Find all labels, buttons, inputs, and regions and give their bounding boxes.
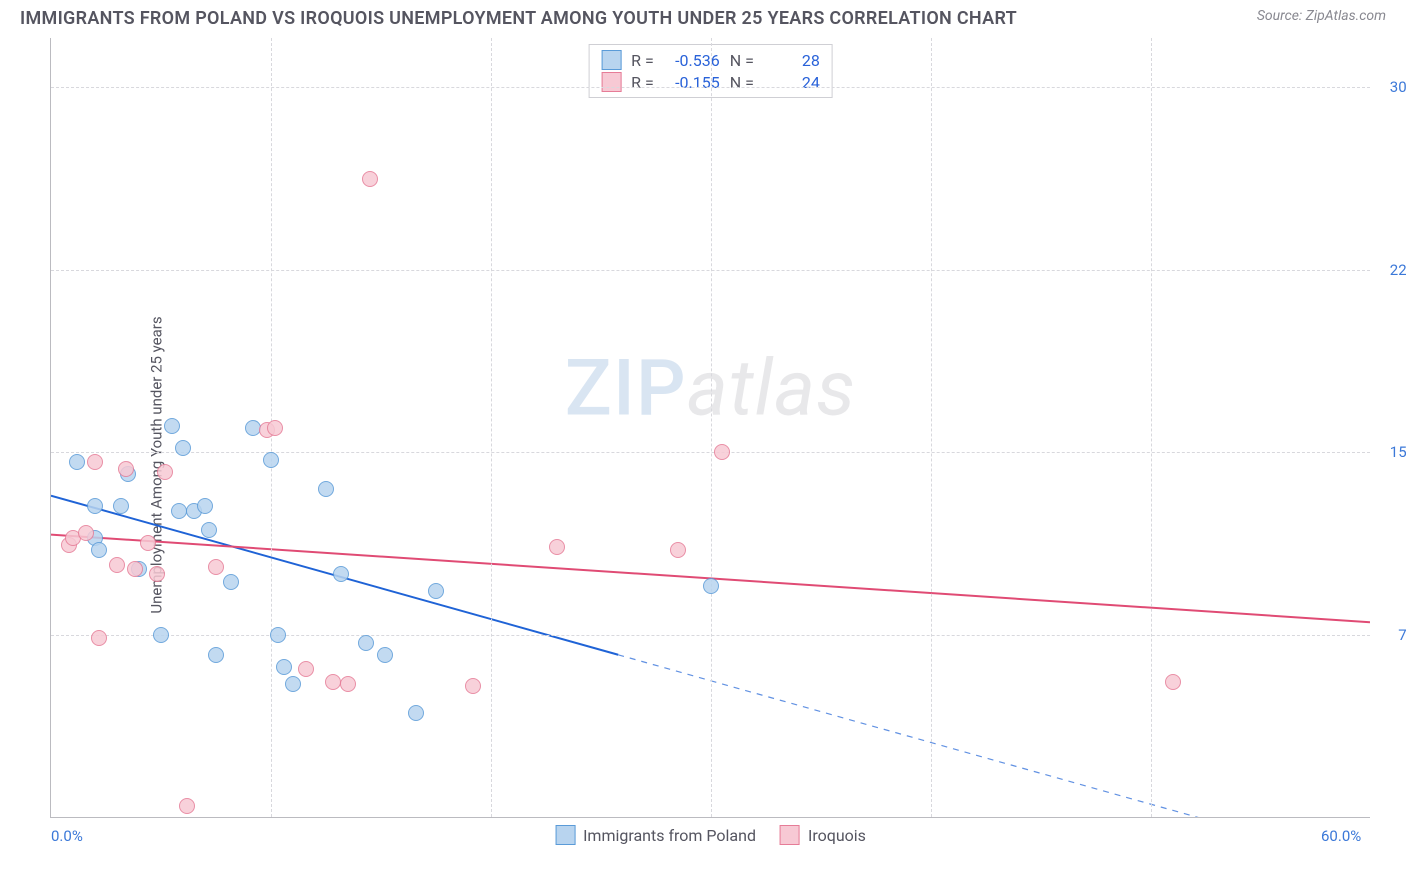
bottom-legend: Immigrants from Poland Iroquois [555, 825, 866, 845]
data-point [153, 627, 169, 643]
legend-label-1: Iroquois [808, 826, 866, 845]
data-point [276, 659, 292, 675]
data-point [358, 635, 374, 651]
data-point [113, 498, 129, 514]
chart-container: Unemployment Among Youth under 25 years … [0, 38, 1406, 892]
stat-n-value-0: 28 [764, 51, 820, 70]
data-point [362, 171, 378, 187]
data-point [549, 539, 565, 555]
data-point [670, 542, 686, 558]
data-point [157, 464, 173, 480]
chart-title: IMMIGRANTS FROM POLAND VS IROQUOIS UNEMP… [20, 8, 1017, 29]
data-point [87, 498, 103, 514]
legend-label-0: Immigrants from Poland [583, 826, 756, 845]
plot-area: ZIPatlas R = -0.536 N = 28 R = -0.155 N … [50, 38, 1370, 818]
x-tick-label: 60.0% [1321, 827, 1361, 845]
y-tick-label: 30.0% [1375, 78, 1406, 96]
data-point [465, 678, 481, 694]
data-point [298, 661, 314, 677]
data-point [703, 578, 719, 594]
swatch-series-0 [601, 50, 621, 70]
stat-label-r: R = [631, 51, 654, 70]
x-tick-label: 0.0% [51, 827, 83, 845]
legend-swatch-1 [780, 825, 800, 845]
legend-swatch-0 [555, 825, 575, 845]
data-point [428, 583, 444, 599]
stat-label-r: R = [631, 73, 654, 92]
data-point [333, 566, 349, 582]
data-point [1165, 674, 1181, 690]
data-point [285, 676, 301, 692]
data-point [78, 525, 94, 541]
data-point [91, 542, 107, 558]
data-point [127, 561, 143, 577]
gridline-v [711, 38, 712, 817]
gridline-v [491, 38, 492, 817]
data-point [325, 674, 341, 690]
stat-n-value-1: 24 [764, 73, 820, 92]
data-point [340, 676, 356, 692]
swatch-series-1 [601, 72, 621, 92]
y-tick-label: 15.0% [1375, 443, 1406, 461]
gridline-v [931, 38, 932, 817]
data-point [318, 481, 334, 497]
data-point [201, 522, 217, 538]
data-point [408, 705, 424, 721]
data-point [223, 574, 239, 590]
header-row: IMMIGRANTS FROM POLAND VS IROQUOIS UNEMP… [0, 0, 1406, 33]
data-point [270, 627, 286, 643]
data-point [263, 452, 279, 468]
stat-label-n: N = [730, 51, 754, 70]
data-point [267, 420, 283, 436]
data-point [208, 647, 224, 663]
source-attribution: Source: ZipAtlas.com [1257, 8, 1386, 24]
legend-item-0: Immigrants from Poland [555, 825, 756, 845]
watermark-zip: ZIP [565, 343, 687, 434]
data-point [175, 440, 191, 456]
data-point [140, 535, 156, 551]
data-point [714, 444, 730, 460]
y-tick-label: 22.5% [1375, 261, 1406, 279]
data-point [208, 559, 224, 575]
data-point [69, 454, 85, 470]
stat-label-n: N = [730, 73, 754, 92]
y-tick-label: 7.5% [1375, 626, 1406, 644]
data-point [109, 557, 125, 573]
gridline-v [1151, 38, 1152, 817]
data-point [149, 566, 165, 582]
data-point [197, 498, 213, 514]
data-point [377, 647, 393, 663]
data-point [91, 630, 107, 646]
data-point [164, 418, 180, 434]
watermark-atlas: atlas [687, 343, 857, 434]
data-point [179, 798, 195, 814]
data-point [118, 461, 134, 477]
data-point [171, 503, 187, 519]
data-point [87, 454, 103, 470]
legend-item-1: Iroquois [780, 825, 866, 845]
